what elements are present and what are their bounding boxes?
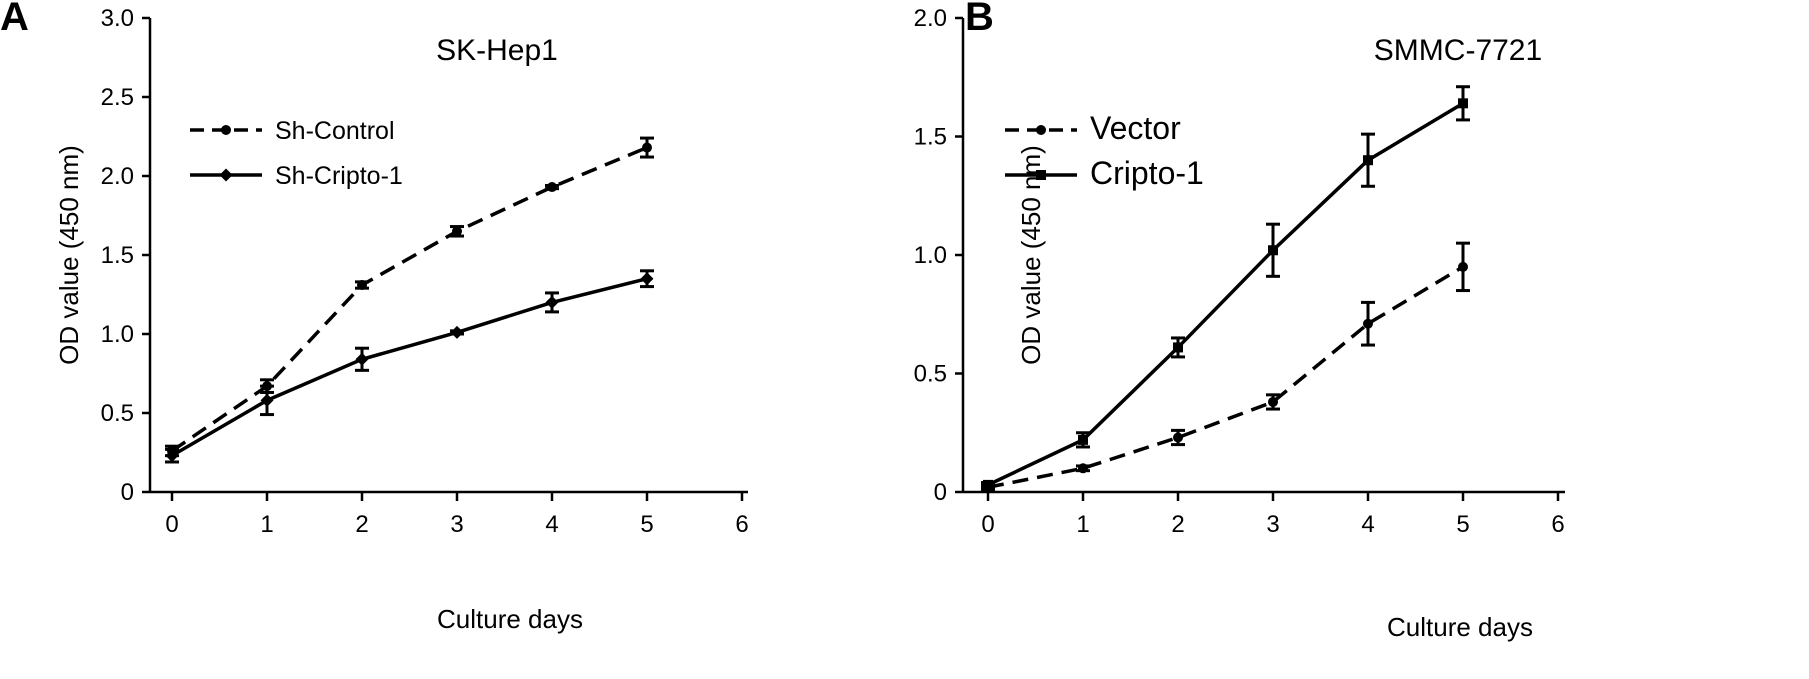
legend-marker-b-2 xyxy=(1036,170,1046,180)
data-point-a-1 xyxy=(547,182,557,193)
legend-label-a-1: Sh-Control xyxy=(275,117,395,145)
data-point-b-1 xyxy=(1458,261,1468,272)
x-tick-label-b: 5 xyxy=(1456,511,1469,538)
y-tick-label-a: 2.0 xyxy=(101,163,134,190)
y-tick-label-a: 0 xyxy=(121,479,134,506)
data-point-b-2 xyxy=(1078,434,1088,445)
legend-marker-b-1 xyxy=(1036,125,1046,135)
data-point-a-2 xyxy=(545,295,559,309)
y-tick-label-b: 1.5 xyxy=(914,124,947,151)
x-tick-label-a: 6 xyxy=(735,511,748,538)
series-line-a-1 xyxy=(171,145,648,453)
x-tick-label-a: 1 xyxy=(260,511,273,538)
plot-area-a: 0 0.5 1.0 1.5 2.0 2.5 3.0 0 1 2 3 4 5 6 Sh-Control Sh-C… xyxy=(101,5,749,538)
data-point-b-1 xyxy=(1078,463,1088,474)
data-point-a-2 xyxy=(260,393,274,407)
legend-label-a-2: Sh-Cripto-1 xyxy=(275,162,403,190)
x-tick-label-b: 2 xyxy=(1171,511,1184,538)
x-tick-label-a: 0 xyxy=(165,511,178,538)
x-tick-label-a: 5 xyxy=(640,511,653,538)
y-tick-label-b: 2.0 xyxy=(914,5,947,32)
y-tick-label-a: 1.0 xyxy=(101,321,134,348)
x-axis-label-a: Culture days xyxy=(437,604,583,634)
data-point-a-2 xyxy=(450,325,464,339)
x-tick-label-b: 4 xyxy=(1361,511,1374,538)
y-tick-label-a: 1.5 xyxy=(101,242,134,269)
plot-area-b: 0 0.5 1.0 1.5 2.0 0 1 2 3 4 5 6 Vector Cripto-1 xyxy=(914,5,1565,538)
y-tick-label-b: 1.0 xyxy=(914,242,947,269)
data-point-b-1 xyxy=(1268,396,1278,407)
legend-label-b-1: Vector xyxy=(1090,110,1181,146)
y-axis-label-b: OD value (450 nm) xyxy=(1016,145,1046,365)
data-point-b-1 xyxy=(1363,318,1373,329)
data-point-a-2 xyxy=(165,449,179,463)
legend-label-b-2: Cripto-1 xyxy=(1090,155,1204,191)
series-line-b-1 xyxy=(987,265,1464,489)
x-tick-label-a: 2 xyxy=(355,511,368,538)
data-point-a-1 xyxy=(357,280,367,291)
x-tick-label-b: 0 xyxy=(981,511,994,538)
data-point-b-2 xyxy=(1268,245,1278,256)
x-tick-label-b: 3 xyxy=(1266,511,1279,538)
y-tick-label-a: 0.5 xyxy=(101,400,134,427)
x-tick-label-b: 1 xyxy=(1076,511,1089,538)
series-line-b-2 xyxy=(987,101,1464,487)
data-point-b-2 xyxy=(1363,155,1373,166)
y-axis-label-a: OD value (450 nm) xyxy=(54,145,84,365)
data-point-b-2 xyxy=(983,479,993,490)
legend-marker-a-1 xyxy=(221,125,231,135)
data-point-a-2 xyxy=(355,352,369,366)
data-point-b-1 xyxy=(1173,432,1183,443)
x-axis-label-b: Culture days xyxy=(1387,612,1533,642)
data-point-b-2 xyxy=(1173,342,1183,353)
chart-title-a: SK-Hep1 xyxy=(436,34,558,67)
data-point-a-1 xyxy=(642,142,652,153)
y-tick-label-a: 2.5 xyxy=(101,84,134,111)
data-point-a-2 xyxy=(640,272,654,286)
x-tick-label-a: 4 xyxy=(545,511,558,538)
panel-letter-b: B xyxy=(965,0,994,39)
chart-title-b: SMMC-7721 xyxy=(1374,34,1542,67)
x-tick-label-a: 3 xyxy=(450,511,463,538)
data-point-a-1 xyxy=(452,226,462,237)
y-tick-label-a: 3.0 xyxy=(101,5,134,32)
series-line-a-2 xyxy=(171,277,648,458)
y-tick-label-b: 0 xyxy=(934,479,947,506)
x-tick-label-b: 6 xyxy=(1551,511,1564,538)
data-point-b-2 xyxy=(1458,98,1468,109)
y-tick-label-b: 0.5 xyxy=(914,361,947,388)
legend-marker-a-2 xyxy=(219,168,233,182)
panel-letter-a: A xyxy=(0,0,29,39)
